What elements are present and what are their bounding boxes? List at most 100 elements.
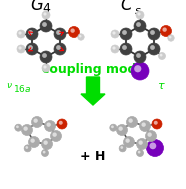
Circle shape (56, 45, 61, 50)
Circle shape (54, 43, 66, 55)
Circle shape (42, 22, 47, 27)
Text: $\mathit{C}$: $\mathit{C}$ (120, 0, 134, 15)
Circle shape (68, 26, 79, 37)
Circle shape (111, 125, 114, 128)
Circle shape (112, 46, 116, 50)
Circle shape (111, 45, 119, 53)
Circle shape (150, 45, 155, 50)
Circle shape (122, 45, 127, 50)
Circle shape (40, 51, 52, 63)
Circle shape (51, 130, 62, 142)
Circle shape (52, 132, 57, 137)
Circle shape (43, 65, 47, 69)
FancyArrow shape (81, 77, 105, 105)
Circle shape (54, 28, 66, 40)
Text: $4$: $4$ (42, 2, 52, 15)
Circle shape (122, 30, 127, 35)
Circle shape (169, 36, 171, 39)
Circle shape (119, 145, 126, 152)
Circle shape (44, 121, 55, 132)
Circle shape (134, 20, 146, 32)
Circle shape (162, 27, 167, 32)
Circle shape (120, 146, 123, 149)
Circle shape (17, 45, 25, 53)
Circle shape (138, 151, 141, 153)
Circle shape (18, 31, 22, 35)
Circle shape (120, 28, 132, 40)
Circle shape (150, 30, 155, 35)
Circle shape (152, 119, 162, 129)
Circle shape (137, 12, 141, 16)
Circle shape (23, 126, 28, 131)
Circle shape (137, 139, 147, 149)
Text: coupling mode: coupling mode (41, 63, 145, 75)
Circle shape (78, 34, 84, 40)
Circle shape (126, 116, 137, 128)
Circle shape (43, 151, 46, 153)
Text: $16a$: $16a$ (13, 83, 31, 94)
Circle shape (136, 53, 141, 58)
Circle shape (118, 126, 123, 131)
Circle shape (46, 122, 51, 127)
Circle shape (16, 125, 19, 128)
Circle shape (59, 121, 63, 125)
Circle shape (148, 28, 160, 40)
Circle shape (112, 31, 116, 35)
Circle shape (145, 130, 156, 142)
Circle shape (25, 146, 28, 149)
Circle shape (43, 140, 48, 145)
Circle shape (56, 30, 61, 35)
Circle shape (136, 11, 144, 19)
Circle shape (31, 116, 42, 128)
Circle shape (26, 43, 38, 55)
Text: + H: + H (80, 150, 106, 163)
Circle shape (28, 136, 39, 147)
Circle shape (147, 132, 152, 137)
Circle shape (24, 145, 31, 152)
Text: $\mathit{s}$: $\mathit{s}$ (134, 5, 142, 15)
Circle shape (31, 138, 35, 143)
Circle shape (150, 143, 156, 149)
Circle shape (26, 28, 38, 40)
Circle shape (136, 22, 141, 27)
Circle shape (42, 11, 50, 19)
Circle shape (40, 20, 52, 32)
Circle shape (134, 51, 146, 63)
Circle shape (160, 54, 163, 57)
Circle shape (131, 62, 149, 80)
Circle shape (22, 125, 33, 136)
Circle shape (57, 119, 67, 129)
Text: $\nu$: $\nu$ (6, 81, 13, 91)
Circle shape (79, 35, 81, 37)
Circle shape (140, 121, 150, 132)
Circle shape (120, 43, 132, 55)
Circle shape (138, 140, 143, 145)
Circle shape (168, 35, 174, 41)
Circle shape (28, 30, 33, 35)
Circle shape (125, 138, 130, 143)
Circle shape (42, 64, 50, 72)
Circle shape (41, 149, 49, 156)
Circle shape (17, 30, 25, 38)
Circle shape (137, 149, 144, 156)
Circle shape (128, 119, 133, 123)
Circle shape (111, 30, 119, 38)
Circle shape (41, 139, 52, 149)
Circle shape (43, 12, 47, 16)
Circle shape (147, 139, 163, 156)
Circle shape (42, 53, 47, 58)
Circle shape (15, 124, 22, 131)
Circle shape (33, 119, 38, 123)
Circle shape (116, 125, 127, 136)
Circle shape (154, 121, 158, 125)
Circle shape (124, 136, 134, 147)
Circle shape (148, 43, 160, 55)
Circle shape (141, 122, 146, 127)
Circle shape (161, 26, 171, 36)
Circle shape (70, 28, 75, 33)
Circle shape (134, 65, 141, 72)
Text: $\tau$: $\tau$ (157, 81, 166, 91)
Circle shape (110, 124, 117, 131)
Circle shape (18, 46, 22, 50)
Circle shape (28, 45, 33, 50)
